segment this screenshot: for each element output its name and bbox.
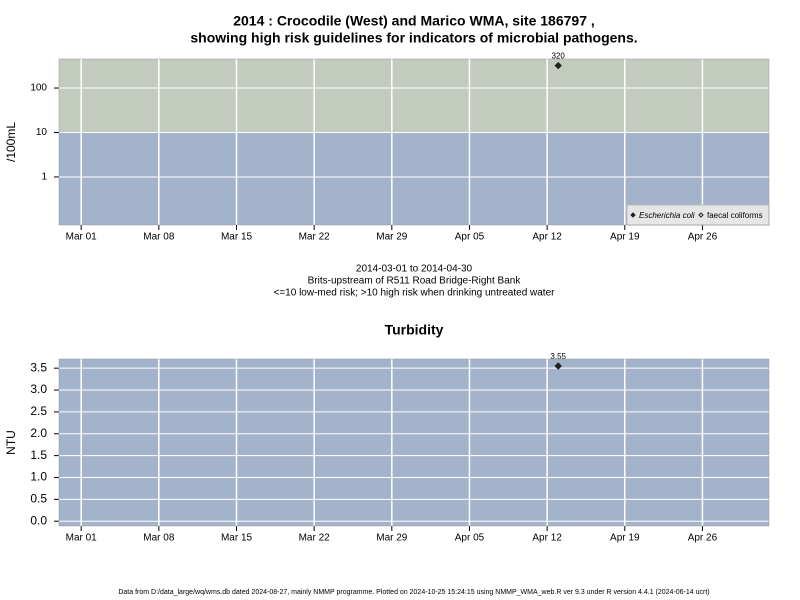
chart-title: Turbidity: [385, 322, 444, 338]
legend-label: faecal coliforms: [707, 211, 763, 220]
legend-marker: [630, 212, 636, 218]
footer: Data from D:/data_large/wq/wms.db dated …: [118, 589, 709, 596]
plot-frame: [58, 58, 770, 226]
y-tick-label: 3.0: [30, 382, 47, 396]
data-point: [554, 61, 562, 70]
legend-label: Escherichia coli: [639, 211, 695, 220]
legend-marker: [698, 212, 704, 218]
chart-title: showing high risk guidelines for indicat…: [190, 30, 637, 46]
y-tick-label: 2.0: [30, 426, 47, 440]
y-tick-label: 1: [41, 172, 47, 183]
x-tick-label: Mar 01: [66, 533, 98, 544]
subtitle: Brits-upstream of R511 Road Bridge-Right…: [308, 276, 522, 287]
data-label: 320: [552, 52, 566, 61]
x-tick-label: Apr 12: [532, 232, 562, 243]
chart-title: 2014 : Crocodile (West) and Marico WMA, …: [233, 13, 595, 29]
x-tick-label: Apr 19: [610, 232, 640, 243]
y-tick-label: 3.5: [30, 360, 47, 374]
high-risk-band: [59, 59, 769, 133]
x-tick-label: Mar 01: [66, 232, 98, 243]
y-axis-label: NTU: [4, 430, 18, 455]
x-tick-label: Apr 26: [688, 232, 718, 243]
legend: Escherichia coli faecal coliforms: [626, 204, 770, 226]
y-tick-label: 100: [30, 83, 47, 94]
plot-frame: [58, 358, 770, 527]
x-tick-label: Mar 29: [376, 533, 408, 544]
y-tick-label: 10: [36, 127, 48, 138]
y-tick-label: 1.0: [30, 470, 47, 484]
x-tick-label: Mar 08: [143, 533, 175, 544]
x-tick-label: Mar 15: [221, 232, 253, 243]
x-tick-label: Mar 15: [221, 533, 253, 544]
x-tick-label: Apr 05: [455, 232, 485, 243]
y-tick-label: 0.5: [30, 492, 47, 506]
x-tick-label: Mar 08: [143, 232, 175, 243]
y-axis-label: /100mL: [4, 122, 18, 162]
data-point: [554, 362, 562, 370]
x-tick-label: Mar 22: [299, 533, 331, 544]
subtitle: 2014-03-01 to 2014-04-30: [356, 264, 473, 275]
x-tick-label: Apr 19: [610, 533, 640, 544]
x-tick-label: Apr 12: [532, 533, 562, 544]
y-tick-label: 2.5: [30, 404, 47, 418]
y-tick-label: 0.0: [30, 513, 47, 527]
x-tick-label: Mar 22: [299, 232, 331, 243]
data-label: 3.55: [550, 352, 566, 361]
x-tick-label: Apr 26: [688, 533, 718, 544]
subtitle: <=10 low-med risk; >10 high risk when dr…: [274, 288, 556, 299]
x-tick-label: Apr 05: [455, 533, 485, 544]
plot-background: [59, 359, 769, 526]
y-tick-label: 1.5: [30, 448, 47, 462]
x-tick-label: Mar 29: [376, 232, 408, 243]
